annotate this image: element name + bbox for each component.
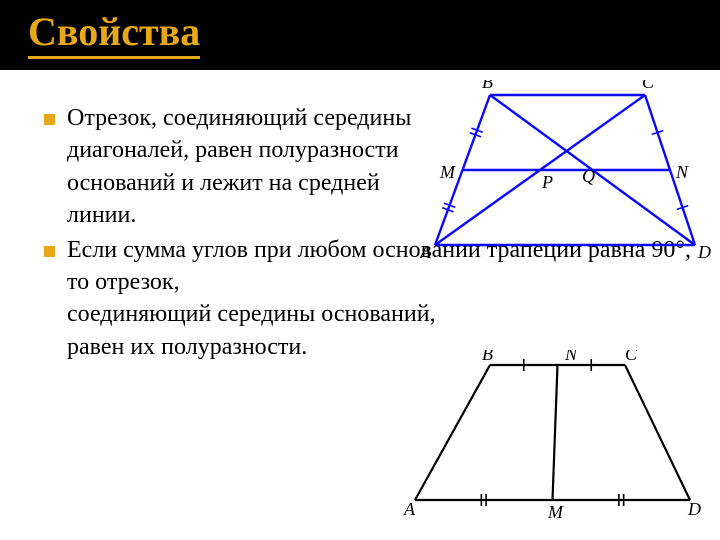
title-bar: Свойства [0,0,720,70]
svg-text:D: D [697,242,711,262]
svg-text:Q: Q [582,166,595,186]
trapezoid-midpoints-diagram: A B C D M N [400,350,705,525]
svg-text:M: M [547,502,564,522]
svg-text:B: B [482,80,493,92]
bullet-1-text: Отрезок, соединяющий середины диагоналей… [67,102,447,232]
svg-text:N: N [564,350,578,364]
svg-text:P: P [541,172,553,192]
slide: Свойства Отрезок, соединяющий середины д… [0,0,720,540]
svg-text:A: A [420,242,432,262]
bullet-marker-icon [44,114,55,125]
svg-text:B: B [482,350,493,364]
trapezoid-diagonals-diagram: A B C D M N P Q [420,80,715,265]
svg-text:C: C [642,80,655,92]
bullet-marker-icon [44,246,55,257]
svg-text:N: N [675,162,689,182]
svg-text:M: M [439,162,456,182]
svg-text:D: D [687,499,701,519]
svg-text:C: C [625,350,638,364]
slide-title: Свойства [28,10,200,59]
bullet-2-line2: соединяющий середины оснований, равен их… [67,298,447,363]
svg-text:A: A [403,499,416,519]
